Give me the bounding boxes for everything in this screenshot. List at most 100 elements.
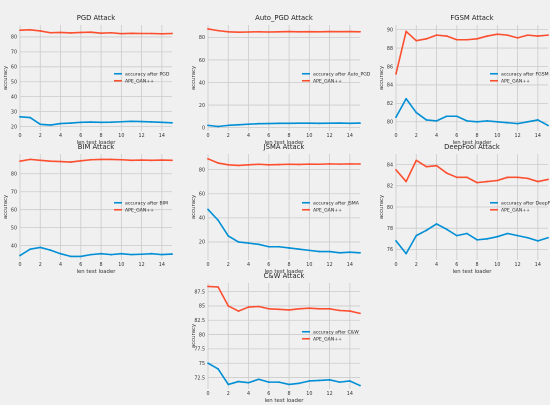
y-tick-label: 40 <box>199 80 205 86</box>
legend-label: accuracy after DeepFool <box>501 200 550 206</box>
y-tick-label: 70 <box>11 190 17 196</box>
y-axis-label: accuracy <box>191 65 197 90</box>
x-tick-label: 0 <box>206 262 209 268</box>
data-point <box>49 160 52 163</box>
data-point <box>207 28 209 30</box>
data-point <box>39 30 42 32</box>
y-tick-label: 40 <box>199 216 205 222</box>
data-point <box>395 72 397 75</box>
x-tick-label: 6 <box>455 262 458 268</box>
chart-title: BIM Attack <box>78 143 114 151</box>
data-point <box>150 120 153 123</box>
data-point <box>298 30 301 33</box>
data-point <box>79 121 82 124</box>
x-tick-label: 4 <box>59 262 62 268</box>
data-point <box>536 35 539 37</box>
data-point <box>425 119 428 121</box>
data-point <box>516 37 519 39</box>
data-point <box>227 305 230 307</box>
y-axis-label: accuracy <box>3 194 9 219</box>
data-point <box>415 39 418 42</box>
data-point <box>328 378 331 381</box>
data-point <box>359 312 361 315</box>
data-point <box>150 159 153 162</box>
y-tick-label: 82.5 <box>194 318 205 324</box>
data-point <box>288 163 290 166</box>
data-point <box>425 165 428 168</box>
x-tick-label: 2 <box>39 133 42 139</box>
data-point <box>328 122 331 125</box>
data-point <box>29 116 32 119</box>
data-point <box>445 172 448 174</box>
data-point <box>267 122 270 125</box>
x-axis-label: len test loader <box>76 140 116 146</box>
data-point <box>328 30 331 33</box>
data-point <box>227 235 230 237</box>
data-point <box>90 253 92 256</box>
data-point <box>69 255 72 258</box>
series-line-ape-gan <box>395 30 549 75</box>
data-point <box>49 31 52 34</box>
x-tick-label: 0 <box>394 133 397 139</box>
x-tick-label: 2 <box>39 262 42 268</box>
x-tick-label: 14 <box>159 262 165 268</box>
y-tick-label: 50 <box>11 80 17 86</box>
chart-title: Auto_PGD Attack <box>255 14 313 22</box>
y-tick-label: 40 <box>11 243 17 249</box>
data-point <box>288 30 290 33</box>
data-point <box>308 122 311 125</box>
x-tick-label: 14 <box>347 262 353 268</box>
data-point <box>207 124 209 127</box>
x-tick-label: 6 <box>267 391 270 397</box>
data-point <box>227 383 230 386</box>
x-tick-label: 0 <box>394 262 397 268</box>
data-point <box>171 121 173 124</box>
data-point <box>359 122 361 125</box>
data-point <box>516 176 519 179</box>
data-point <box>328 307 331 310</box>
data-point <box>110 121 113 124</box>
legend-label: APE_GAN++ <box>501 207 530 213</box>
data-point <box>257 163 260 166</box>
data-point <box>338 163 341 166</box>
data-point <box>455 38 458 41</box>
legend-label: accuracy after FGSM <box>501 71 549 77</box>
data-point <box>536 119 539 121</box>
x-tick-label: 12 <box>139 262 145 268</box>
data-point <box>496 33 499 36</box>
x-tick-label: 2 <box>415 133 418 139</box>
data-point <box>466 38 468 41</box>
legend-label: accuracy after PGD <box>125 71 170 77</box>
data-point <box>328 162 331 165</box>
data-point <box>308 307 311 310</box>
data-point <box>536 240 539 242</box>
data-point <box>547 34 549 37</box>
x-axis-label: len test loader <box>452 140 492 146</box>
y-tick-label: 82 <box>387 101 393 107</box>
data-point <box>308 163 311 166</box>
data-point <box>29 158 32 161</box>
data-point <box>247 31 250 33</box>
plot-area <box>208 154 360 260</box>
series-line-ape-gan <box>19 158 173 163</box>
data-point <box>486 119 489 122</box>
data-point <box>90 31 92 34</box>
data-point <box>207 285 209 288</box>
legend-label: APE_GAN++ <box>313 78 342 84</box>
x-axis-label: len test loader <box>76 269 116 275</box>
data-point <box>237 123 240 126</box>
data-point <box>425 37 428 40</box>
data-point <box>257 378 260 381</box>
data-point <box>348 310 351 312</box>
data-point <box>348 162 351 165</box>
series-line-ape-gan <box>207 158 361 167</box>
data-point <box>257 243 260 246</box>
x-tick-label: 12 <box>515 262 521 268</box>
data-point <box>466 232 468 235</box>
y-axis-label: accuracy <box>191 194 197 219</box>
data-point <box>359 384 361 387</box>
x-tick-label: 10 <box>494 262 500 268</box>
data-point <box>237 164 240 167</box>
legend-label: APE_GAN++ <box>125 207 154 213</box>
